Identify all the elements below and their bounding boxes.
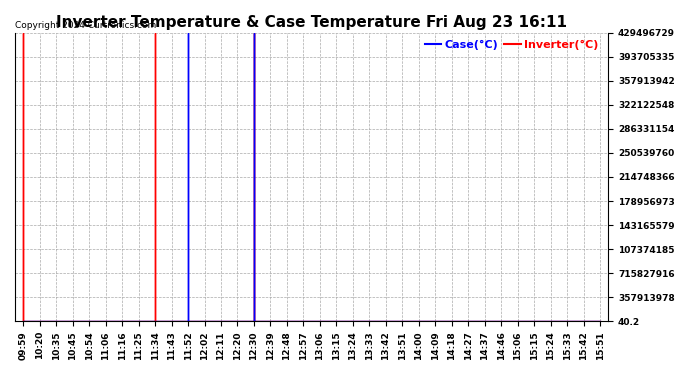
- Legend: Case(°C), Inverter(°C): Case(°C), Inverter(°C): [420, 35, 603, 54]
- Text: Copyright 2024 Curtronics.com: Copyright 2024 Curtronics.com: [15, 21, 156, 30]
- Title: Inverter Temperature & Case Temperature Fri Aug 23 16:11: Inverter Temperature & Case Temperature …: [56, 15, 567, 30]
